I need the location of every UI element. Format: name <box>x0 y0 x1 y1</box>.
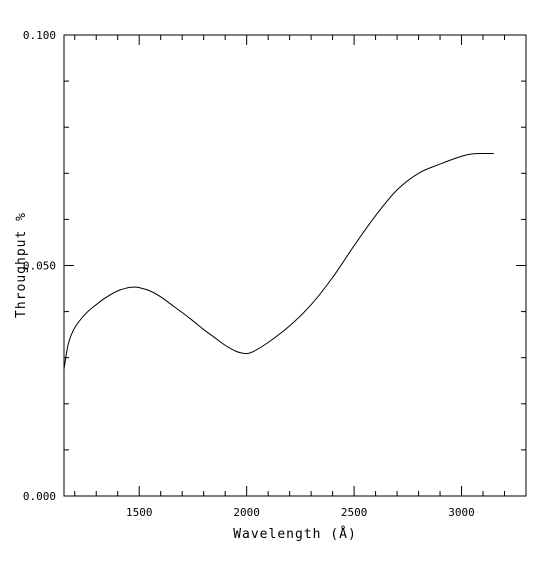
plot-frame <box>63 34 527 497</box>
x-tick-label: 3000 <box>448 506 475 519</box>
x-tick-label: 1500 <box>126 506 153 519</box>
tick-labels: 1500 2000 2500 3000 0.000 0.050 0.100 <box>23 29 475 519</box>
x-tick-label: 2500 <box>341 506 368 519</box>
y-axis-label: Throughput % <box>14 212 29 318</box>
y-tick-label: 0.000 <box>23 490 56 503</box>
x-axis-label: Wavelength (Å) <box>233 526 357 542</box>
y-tick-label: 0.100 <box>23 29 56 42</box>
axis-ticks <box>64 34 527 497</box>
y-tick-label: 0.050 <box>23 260 56 273</box>
throughput-curve <box>63 152 494 370</box>
x-tick-label: 2000 <box>233 506 260 519</box>
